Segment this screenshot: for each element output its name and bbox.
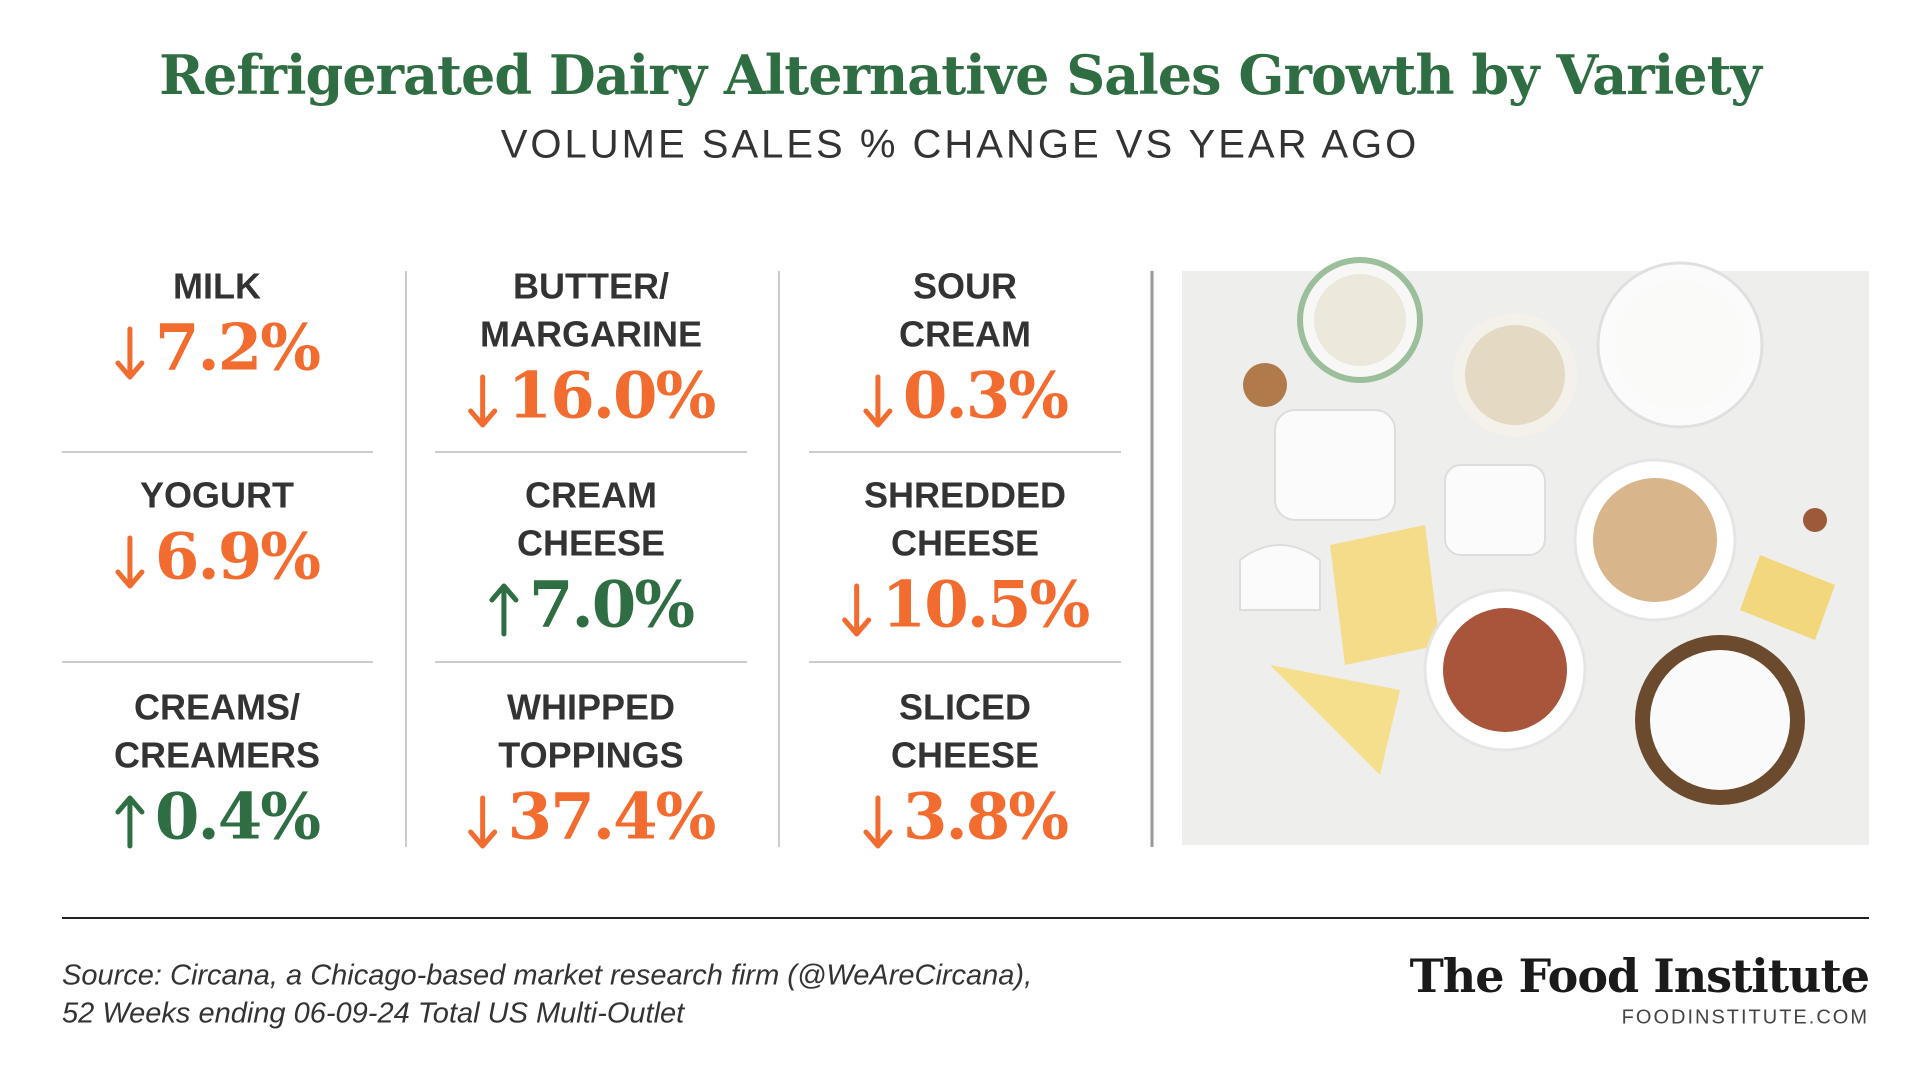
stat-change: 0.4% xyxy=(155,780,320,855)
stat-label: SHREDDED xyxy=(864,475,1066,516)
direction-arrow xyxy=(842,583,872,637)
subtitle: VOLUME SALES % CHANGE VS YEAR AGO xyxy=(501,123,1420,167)
stat-label: CHEESE xyxy=(891,735,1039,776)
source-line: 52 Weeks ending 06-09-24 Total US Multi-… xyxy=(62,998,686,1030)
direction-arrow xyxy=(115,326,145,380)
photo xyxy=(1182,257,1869,845)
stat-label: SLICED xyxy=(899,687,1031,728)
stat-label: CHEESE xyxy=(891,523,1039,564)
direction-arrow xyxy=(468,795,498,849)
stat-change: 37.4% xyxy=(508,780,716,855)
stat-change: 0.3% xyxy=(903,359,1068,434)
brand-url: FOODINSTITUTE.COM xyxy=(1622,1006,1869,1028)
direction-arrow xyxy=(115,535,145,589)
stat-label: MARGARINE xyxy=(480,314,702,355)
stat-change: 10.5% xyxy=(882,568,1090,643)
stat-label: CREAM xyxy=(525,475,657,516)
brand: The Food Institute xyxy=(1410,949,1869,1003)
row-dividers xyxy=(62,451,1121,663)
stat-change: 7.2% xyxy=(155,311,320,386)
direction-arrow xyxy=(115,795,145,849)
stat-label: WHIPPED xyxy=(507,687,675,728)
stat-label: SOUR xyxy=(913,266,1017,307)
stat-label: BUTTER/ xyxy=(513,266,669,307)
stat-label: TOPPINGS xyxy=(498,735,683,776)
stat-change: 6.9% xyxy=(155,520,320,595)
stat-label: CHEESE xyxy=(517,523,665,564)
direction-arrow xyxy=(489,583,519,637)
stat-change: 7.0% xyxy=(529,568,694,643)
stat-change: 3.8% xyxy=(903,780,1068,855)
stat-label: CREAMS/ xyxy=(134,687,300,728)
stat-label: CREAMERS xyxy=(114,735,320,776)
source-line: Source: Circana, a Chicago-based market … xyxy=(62,960,1032,992)
stat-change: 16.0% xyxy=(508,359,716,434)
stat-label: MILK xyxy=(173,266,261,307)
stat-label: YOGURT xyxy=(140,475,294,516)
direction-arrow xyxy=(863,795,893,849)
stat-label: CREAM xyxy=(899,314,1031,355)
title: Refrigerated Dairy Alternative Sales Gro… xyxy=(159,43,1763,107)
direction-arrow xyxy=(863,374,893,428)
direction-arrow xyxy=(468,374,498,428)
